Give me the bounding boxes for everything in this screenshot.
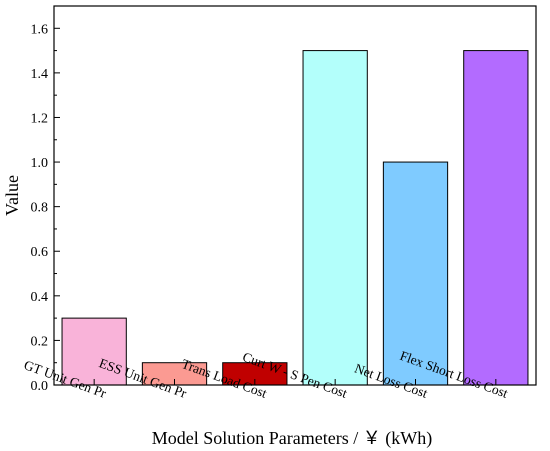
bar-1 <box>61 317 127 386</box>
y-tick-label: 1.6 <box>31 22 49 37</box>
y-axis-title: Value <box>2 175 22 216</box>
x-axis-ticks <box>93 379 497 385</box>
plot-frame <box>53 5 537 386</box>
bar-4 <box>302 50 368 386</box>
y-tick-label: 1.2 <box>31 111 49 126</box>
y-axis-ticks: 0.0 0.2 0.4 0.6 0.8 1.0 1.2 1.4 1.6 <box>31 22 60 394</box>
x-axis-title: Model Solution Parameters / ￥ (kWh) <box>152 428 432 449</box>
bars-group <box>61 50 529 386</box>
bar-6 <box>463 50 529 386</box>
y-tick-label: 0.0 <box>31 379 49 394</box>
y-tick-label: 0.2 <box>31 334 49 349</box>
y-tick-label: 1.4 <box>31 67 49 82</box>
y-tick-label: 0.8 <box>31 201 49 216</box>
y-tick-label: 0.6 <box>31 245 49 260</box>
y-tick-label: 1.0 <box>31 156 49 171</box>
y-tick-label: 0.4 <box>31 290 49 305</box>
bar-5 <box>382 161 449 386</box>
